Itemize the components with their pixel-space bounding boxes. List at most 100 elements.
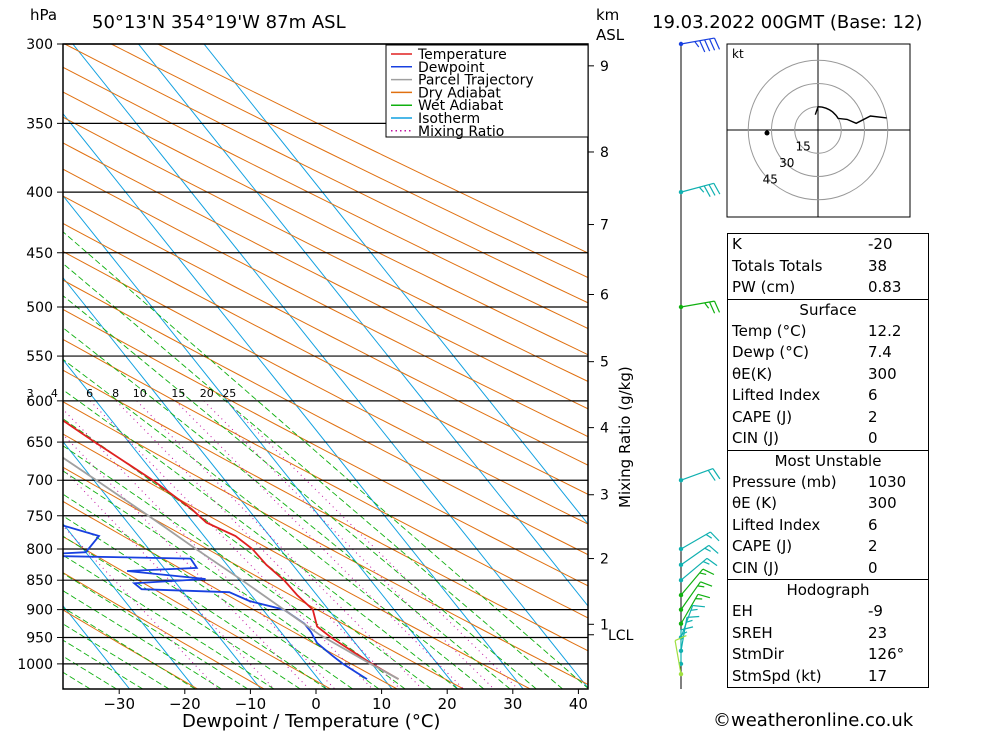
- mixing-ratio-label: 2: [0, 387, 1, 400]
- wind-barb-feather: [710, 531, 720, 542]
- unstable-index-label: θE (K): [732, 494, 777, 512]
- wind-barb-feather: [713, 183, 721, 195]
- dry-adiabat-line: [63, 338, 588, 619]
- general-index-row: PW (cm) 0.83: [728, 277, 928, 299]
- temperature-ticks: −30 −20 −10 0 10 20 30 40: [103, 689, 588, 713]
- credit-link[interactable]: ©weatheronline.co.uk: [713, 710, 914, 731]
- pressure-tick-label: 350: [26, 116, 53, 132]
- x-axis-label: Dewpoint / Temperature (°C): [182, 711, 440, 732]
- temperature-tick-label: 0: [311, 695, 321, 713]
- height-tick-label: 7: [600, 218, 609, 234]
- wet-adiabat-line: [63, 535, 301, 689]
- dry-adiabat-line: [63, 91, 588, 356]
- wet-adiabat-line: [63, 445, 406, 689]
- wind-barb-feather: [713, 37, 721, 50]
- legend-entry: Wet Adiabat: [418, 98, 504, 114]
- hodograph-ring-label: 30: [779, 156, 794, 170]
- hodograph-storm-motion: [764, 130, 770, 136]
- mixing-ratio-label: 20: [200, 387, 214, 400]
- wind-barb-feather: [698, 186, 705, 193]
- unstable-index-label: CIN (J): [732, 558, 780, 577]
- wind-barb-feather: [705, 533, 713, 539]
- wind-barb: [678, 568, 715, 598]
- pressure-tick-label: 700: [26, 473, 53, 489]
- surface-indices: Surface Temp (°C) 12.2 Dewp (°C) 7.4 θE(K) 30…: [728, 300, 928, 451]
- wind-barb-shaft: [680, 37, 715, 45]
- temperature-tick-label: −30: [103, 695, 135, 713]
- legend-entry: Parcel Trajectory: [418, 73, 534, 89]
- wet-adiabat-line: [63, 554, 275, 689]
- hodograph-unit-label: kt: [732, 47, 744, 61]
- general-index-label: PW (cm): [732, 278, 796, 296]
- mixing-ratio-label: 10: [133, 387, 147, 400]
- isotherm-line: [203, 44, 588, 525]
- hodograph-ring-label: 15: [796, 139, 811, 153]
- mixing-ratio-line: [225, 400, 519, 689]
- dry-adiabat-line: [63, 500, 398, 689]
- wind-barb-feather: [694, 41, 700, 48]
- wind-barb-feather: [704, 39, 711, 52]
- wind-barb-feather: [699, 40, 706, 53]
- wet-adiabat-line: [63, 639, 143, 689]
- most-unstable-title: Most Unstable: [774, 451, 882, 470]
- hodograph-trace: [814, 106, 887, 125]
- unstable-index-row: Pressure (mb) 1030: [728, 472, 928, 494]
- wind-barb-shaft: [680, 300, 715, 308]
- height-tick-label: 6: [600, 287, 609, 303]
- unstable-index-row: CIN (J) 0: [728, 558, 928, 580]
- height-tick-label: 5: [600, 355, 609, 371]
- mixing-ratio-axis-label: Mixing Ratio (g/kg): [616, 366, 634, 508]
- wind-barb: [678, 615, 700, 654]
- general-index-row: Totals Totals 38: [728, 256, 928, 278]
- wet-adiabat-line: [63, 590, 222, 689]
- dry-adiabat-line: [63, 195, 588, 466]
- height-tick-label: 8: [600, 145, 609, 161]
- wind-barb: [678, 531, 720, 552]
- wind-barb-feather: [709, 38, 716, 51]
- wind-barb-feather: [685, 619, 693, 623]
- wind-barb-shaft: [680, 544, 710, 566]
- unstable-index-label: Lifted Index: [732, 515, 821, 534]
- hodograph-index-label: StmDir: [732, 645, 784, 663]
- hodograph-ring: [771, 83, 865, 177]
- wind-barb-shaft: [680, 182, 714, 193]
- hodograph-ring: [747, 59, 889, 201]
- background-lines: [63, 44, 588, 689]
- unstable-index-value: 300: [868, 494, 897, 512]
- pressure-tick-label: 550: [26, 349, 53, 365]
- height-axis-unit-asl: ASL: [596, 26, 625, 44]
- isotherm-line: [63, 194, 458, 689]
- wind-barb-shaft: [680, 568, 704, 596]
- general-index-value: 0.83: [868, 278, 902, 296]
- parcel-trajectory-line: [63, 456, 399, 680]
- hodograph-ring-label: 45: [763, 172, 778, 186]
- isotherm-line: [63, 522, 196, 689]
- isotherm-line: [63, 686, 65, 689]
- hodograph-indices: Hodograph EH -9 SREH 23 StmDir 126° StmSpd (kt…: [728, 580, 928, 687]
- mixing-ratio-line: [89, 400, 373, 689]
- mixing-ratio-line: [203, 400, 495, 689]
- unstable-index-value: 6: [868, 515, 878, 534]
- wet-adiabat-line: [63, 515, 327, 689]
- mixing-ratio-label: 25: [222, 387, 236, 400]
- wind-barb-feather: [700, 581, 713, 587]
- wind-barb-feather: [709, 301, 716, 314]
- isotherm-line: [63, 276, 393, 689]
- dry-adiabat-line: [157, 44, 588, 254]
- hodograph-index-label: StmSpd (kt): [732, 666, 822, 685]
- height-tick-label: 1: [600, 617, 609, 633]
- wind-barb-feather: [690, 608, 698, 611]
- surface-index-row: θE(K) 300: [728, 364, 928, 386]
- surface-index-label: Lifted Index: [732, 386, 821, 404]
- temperature-tick-label: −10: [235, 695, 267, 713]
- dry-adiabat-line: [63, 369, 588, 652]
- wind-barb-feather: [703, 185, 711, 198]
- mixing-ratio-label: 15: [171, 387, 185, 400]
- wind-barb: [678, 37, 721, 53]
- dewpoint-line: [63, 524, 368, 680]
- wind-barb-feather: [697, 593, 711, 599]
- mixing-ratio-line: [175, 400, 464, 689]
- lcl-label: LCL: [608, 628, 634, 644]
- isotherm-line: [72, 44, 588, 689]
